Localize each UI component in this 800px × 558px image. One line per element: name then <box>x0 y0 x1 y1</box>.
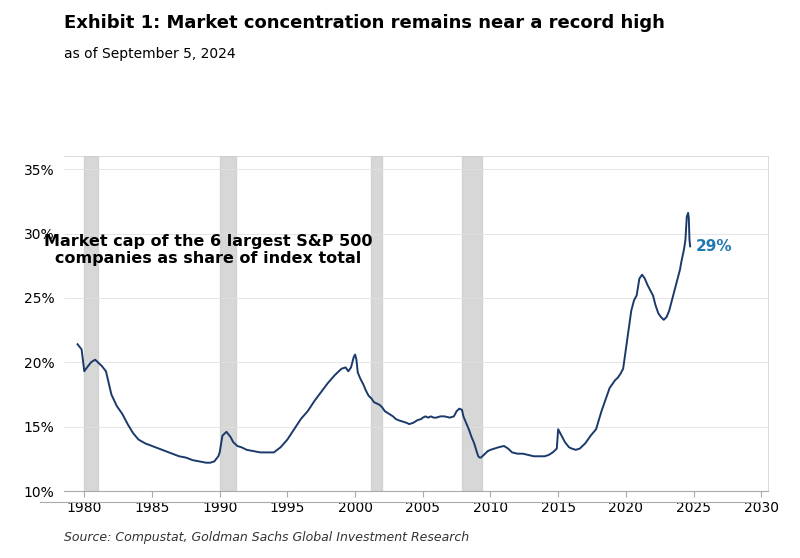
Text: Exhibit 1: Market concentration remains near a record high: Exhibit 1: Market concentration remains … <box>64 14 665 32</box>
Bar <box>220 156 236 491</box>
Text: Source: Compustat, Goldman Sachs Global Investment Research: Source: Compustat, Goldman Sachs Global … <box>64 531 469 544</box>
Text: Market cap of the 6 largest S&P 500
companies as share of index total: Market cap of the 6 largest S&P 500 comp… <box>44 234 373 266</box>
Text: 29%: 29% <box>696 239 733 254</box>
Bar <box>371 156 382 491</box>
Bar <box>462 156 482 491</box>
Bar <box>84 156 98 491</box>
Text: as of September 5, 2024: as of September 5, 2024 <box>64 47 236 61</box>
